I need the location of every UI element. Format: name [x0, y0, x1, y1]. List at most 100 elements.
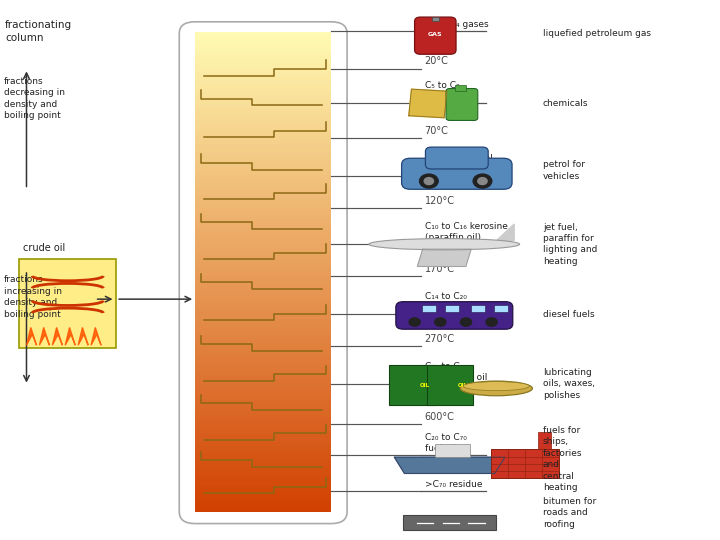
Text: fuels for
ships,
factories
and
central
heating: fuels for ships, factories and central h… [543, 426, 582, 492]
Bar [195, 44, 331, 50]
Ellipse shape [463, 382, 529, 390]
Bar [490, 449, 559, 478]
Bar [195, 92, 331, 97]
Text: C₁ to C₄ gases: C₁ to C₄ gases [425, 20, 488, 29]
Bar [195, 100, 331, 105]
Bar [195, 435, 331, 440]
Bar [195, 235, 331, 241]
Bar [432, 17, 439, 22]
Polygon shape [40, 327, 50, 345]
Bar [195, 307, 331, 313]
Bar [195, 243, 331, 249]
Bar [195, 506, 331, 512]
Bar [195, 136, 331, 141]
Bar [195, 427, 331, 432]
Bar [195, 422, 331, 428]
Bar [195, 223, 331, 229]
Bar [195, 184, 331, 189]
Bar [195, 478, 331, 484]
Bar [195, 215, 331, 221]
Bar [195, 199, 331, 205]
Text: C₂₀ to C₇₀
fuel oil: C₂₀ to C₇₀ fuel oil [425, 433, 467, 453]
Text: crude oil: crude oil [23, 243, 65, 253]
Bar [195, 207, 331, 213]
Bar [195, 367, 331, 372]
Bar [195, 164, 331, 169]
Bar [195, 195, 331, 201]
Bar [195, 402, 331, 408]
Bar [195, 271, 331, 276]
Bar [195, 64, 331, 70]
Text: C₅ to C₁₀ petrol
(gasoline): C₅ to C₁₀ petrol (gasoline) [425, 154, 492, 174]
Polygon shape [418, 249, 471, 266]
Polygon shape [395, 457, 505, 474]
Bar [195, 454, 331, 460]
Bar [195, 147, 331, 153]
FancyBboxPatch shape [446, 89, 478, 120]
Bar [195, 470, 331, 476]
Text: jet fuel,
paraffin for
lighting and
heating: jet fuel, paraffin for lighting and heat… [543, 222, 598, 266]
Bar [195, 355, 331, 360]
Bar [195, 399, 331, 404]
Bar [195, 179, 331, 185]
Bar [195, 144, 331, 149]
Text: fractions
increasing in
density and
boiling point: fractions increasing in density and boil… [4, 275, 61, 319]
Bar [195, 159, 331, 165]
Polygon shape [91, 327, 101, 345]
Bar [195, 370, 331, 376]
Bar [455, 85, 466, 91]
Bar [195, 319, 331, 325]
Bar [195, 283, 331, 288]
Text: 70°C: 70°C [425, 126, 449, 136]
Circle shape [424, 178, 433, 185]
Bar [195, 112, 331, 117]
Bar [195, 379, 331, 384]
Bar [195, 48, 331, 53]
Text: GAS: GAS [428, 32, 443, 37]
Text: C₁₄ to C₂₀
diesel oils: C₁₄ to C₂₀ diesel oils [425, 292, 469, 312]
Bar [195, 104, 331, 109]
Circle shape [473, 174, 492, 188]
FancyBboxPatch shape [396, 302, 513, 329]
Bar [195, 32, 331, 38]
Bar [195, 498, 331, 504]
Text: C₂₀ to C₅₀
lubricating oil: C₂₀ to C₅₀ lubricating oil [425, 362, 487, 382]
Bar [195, 430, 331, 436]
Bar [195, 88, 331, 93]
Bar [195, 387, 331, 392]
Bar [195, 415, 331, 420]
Text: lubricating
oils, waxes,
polishes: lubricating oils, waxes, polishes [543, 368, 595, 400]
Circle shape [409, 318, 420, 326]
Bar [195, 96, 331, 102]
Text: liquefied petroleum gas: liquefied petroleum gas [543, 29, 651, 38]
Ellipse shape [460, 381, 532, 396]
Bar [195, 116, 331, 122]
Text: OIL: OIL [458, 383, 468, 388]
Bar [195, 482, 331, 488]
Text: 120°C: 120°C [425, 196, 454, 206]
Bar [195, 120, 331, 125]
Bar [195, 76, 331, 82]
Text: petrol for
vehicles: petrol for vehicles [543, 160, 585, 181]
Bar [195, 187, 331, 193]
Bar [195, 152, 331, 157]
Bar [195, 132, 331, 137]
Bar [195, 239, 331, 245]
Bar [195, 263, 331, 269]
Bar [195, 227, 331, 233]
FancyBboxPatch shape [426, 147, 488, 169]
Bar [195, 450, 331, 456]
Text: chemicals: chemicals [543, 99, 588, 108]
Bar [195, 339, 331, 345]
Bar [195, 139, 331, 145]
Bar [195, 247, 331, 253]
Bar [195, 375, 331, 380]
Bar [471, 305, 485, 312]
Bar [195, 291, 331, 296]
Bar [195, 502, 331, 508]
Text: fractions
decreasing in
density and
boiling point: fractions decreasing in density and boil… [4, 77, 65, 120]
Bar [195, 486, 331, 492]
Bar [195, 474, 331, 480]
Bar [195, 467, 331, 472]
Text: C₅ to C₉
naphtha: C₅ to C₉ naphtha [425, 81, 462, 102]
